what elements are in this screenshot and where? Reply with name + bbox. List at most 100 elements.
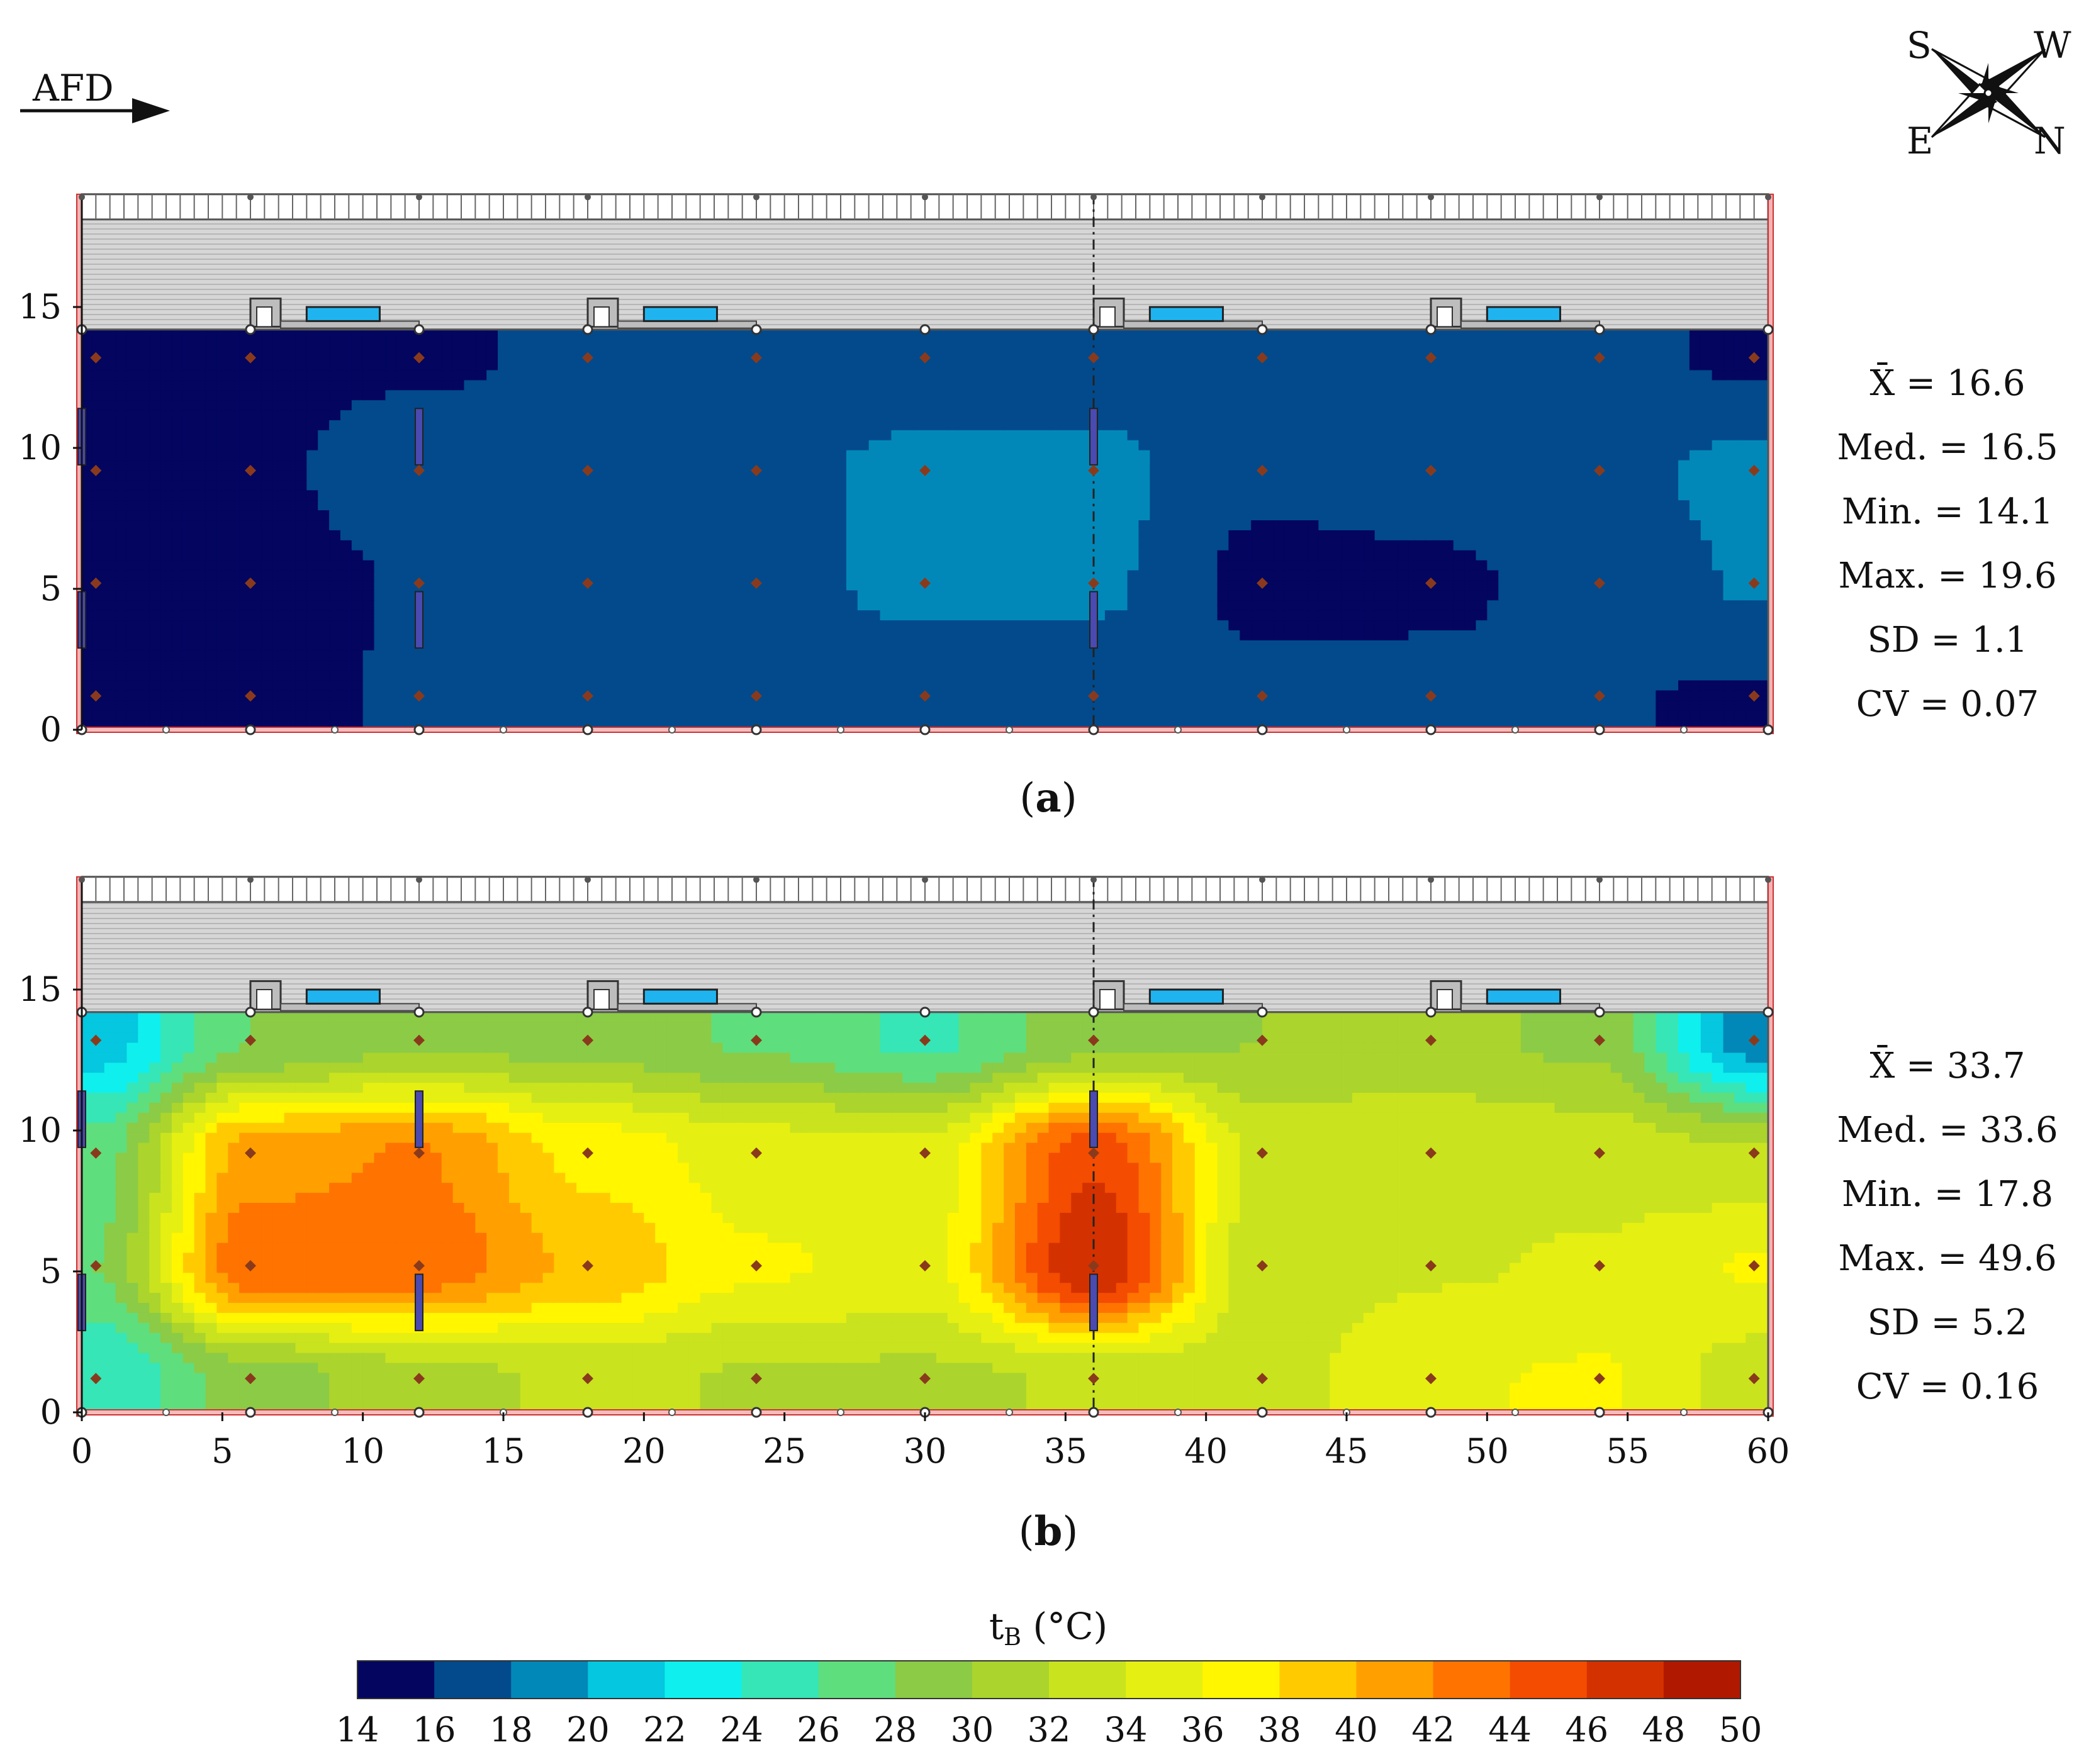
heatmap-cell [1060,529,1072,540]
heatmap-cell [1127,510,1140,521]
heatmap-cell [115,689,128,701]
heatmap-cell [1071,410,1084,420]
heatmap-cell [1262,479,1274,491]
heatmap-cell [498,710,510,721]
heatmap-cell [1667,539,1679,550]
heatmap-cell [1408,399,1421,411]
heatmap-cell [1678,469,1690,481]
heatmap-cell [835,669,847,681]
heatmap-cell [1127,600,1140,611]
heatmap-cell [1127,610,1140,621]
heatmap-cell [666,710,678,721]
heatmap-cell [824,710,836,721]
heatmap-cell [1600,449,1611,461]
heatmap-cell [756,439,768,450]
heatmap-cell [1543,669,1555,681]
heatmap-cell [171,659,184,671]
heatmap-cell [498,510,510,521]
heatmap-cell [1296,419,1308,430]
heatmap-cell [621,439,634,450]
heatmap-cell [1307,629,1320,640]
heatmap-cell [1262,610,1274,621]
heatmap-cell [970,429,982,440]
heatmap-cell [306,669,319,681]
heatmap-cell [520,539,532,550]
heatmap-cell [824,620,836,630]
heatmap-cell [1004,700,1016,711]
heatmap-cell [520,639,532,650]
heatmap-cell [239,549,251,561]
heatmap-cell [1240,489,1252,501]
heatmap-cell [126,549,139,561]
heatmap-cell [1172,410,1184,420]
heatmap-cell [711,500,724,511]
heatmap-cell [1498,500,1511,511]
heatmap-cell [554,459,566,471]
heatmap-cell [452,520,465,530]
heatmap-cell [598,549,611,561]
heatmap-cell [1172,439,1184,450]
heatmap-cell [486,710,499,721]
heatmap-cell [711,419,724,430]
heatmap-cell [272,459,285,471]
heatmap-cell [318,529,330,540]
heatmap-cell [486,669,499,681]
heatmap-cell [1667,629,1679,640]
heatmap-cell [149,679,162,691]
heatmap-cell [970,459,982,471]
heatmap-cell [1284,419,1297,430]
heatmap-cell [1284,610,1297,621]
heatmap-cell [644,669,656,681]
heatmap-cell [554,520,566,530]
heatmap-cell [498,569,510,581]
heatmap-cell [520,610,532,621]
heatmap-cell [396,610,409,621]
heatmap-cell [1004,649,1016,661]
heatmap-cell [104,610,116,621]
heatmap-cell [778,700,791,711]
heatmap-cell [1352,700,1364,711]
heatmap-cell [104,569,116,581]
heatmap-cell [1588,549,1600,561]
heatmap-cell [936,669,948,681]
heatmap-cell [1689,610,1701,621]
heatmap-cell [1554,669,1567,681]
heatmap-cell [1172,539,1184,550]
heatmap-cell [1206,710,1218,721]
heatmap-cell [542,489,555,501]
heatmap-cell [82,469,94,481]
heatmap-cell [1610,529,1623,540]
heatmap-cell [531,510,544,521]
heatmap-cell [1374,710,1387,721]
heatmap-cell [452,429,465,440]
heatmap-cell [1104,610,1117,621]
heatmap-cell [1150,469,1162,481]
heatmap-cell [1363,500,1376,511]
heatmap-cell [1104,469,1117,481]
heatmap-cell [722,639,735,650]
heatmap-cell [767,469,780,481]
heatmap-cell [1307,500,1320,511]
heatmap-cell [508,559,521,571]
heatmap-cell [958,419,971,430]
heatmap-cell [1273,500,1286,511]
heatmap-cell [1644,479,1657,491]
heatmap-cell [452,620,465,630]
heatmap-cell [1048,510,1061,521]
heatmap-cell [914,479,926,491]
heatmap-cell [1566,679,1578,691]
heatmap-cell [868,500,881,511]
heatmap-cell [138,710,150,721]
heatmap-cell [588,500,600,511]
heatmap-cell [610,520,622,530]
heatmap-cell [104,500,116,511]
heatmap-cell [464,649,476,661]
heatmap-cell [1734,419,1747,430]
heatmap-cell [925,419,937,430]
heatmap-cell [1228,669,1241,681]
heatmap-cell [745,479,757,491]
heatmap-cell [228,500,240,511]
heatmap-cell [1296,689,1308,701]
heatmap-cell [1678,520,1690,530]
heatmap-cell [677,569,690,581]
